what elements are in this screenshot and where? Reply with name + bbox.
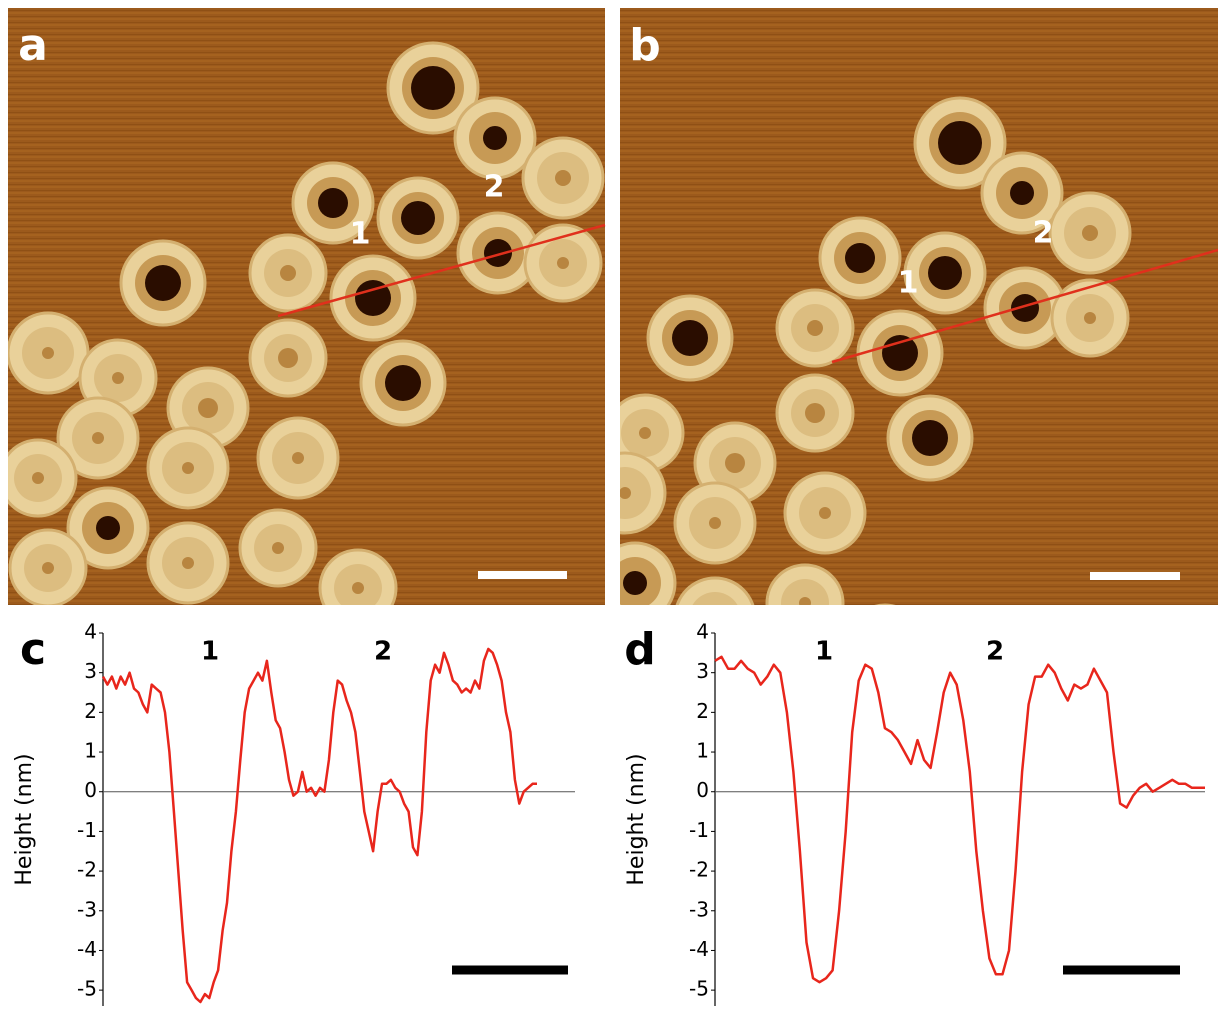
profile-annotation: 1 xyxy=(815,637,833,667)
ring xyxy=(874,603,896,605)
ring-hole xyxy=(92,432,104,444)
profile-annotation: 2 xyxy=(986,637,1004,667)
ring-hole xyxy=(623,571,647,595)
ring-hole xyxy=(411,66,455,110)
y-tick-label: -2 xyxy=(77,858,97,882)
y-tick-label: -2 xyxy=(689,858,709,882)
profile-line xyxy=(101,647,537,1004)
panel-label: d xyxy=(624,624,656,675)
ring-hole xyxy=(805,403,825,423)
y-tick-label: 0 xyxy=(84,778,97,802)
y-tick-label: -3 xyxy=(689,897,709,921)
ring-hole xyxy=(1082,225,1098,241)
image-annotation: 2 xyxy=(1033,216,1054,251)
y-tick-label: -5 xyxy=(689,977,709,1001)
ring-hole xyxy=(879,637,891,649)
y-tick-label: 4 xyxy=(696,620,709,644)
ring-hole xyxy=(569,617,581,629)
ring-hole xyxy=(807,320,823,336)
ring-hole xyxy=(709,517,721,529)
ring-hole xyxy=(198,398,218,418)
overlays: a b 1 2 1 2 xyxy=(18,20,1218,975)
y-tick-label: 3 xyxy=(696,659,709,683)
panel-label: c xyxy=(20,624,46,675)
ring-hole xyxy=(32,472,44,484)
ring-hole xyxy=(620,487,631,499)
ring-hole xyxy=(709,612,721,624)
ring-hole xyxy=(145,265,181,301)
profile-chart: d 1 2 Height (nm) -5 -4 -3 -2 -1 0 1 2 3 4 xyxy=(624,620,1205,1006)
ring-hole xyxy=(938,121,982,165)
ring-hole xyxy=(1011,294,1039,322)
ring-hole xyxy=(845,243,875,273)
ring-hole xyxy=(1010,181,1034,205)
y-tick-label: 2 xyxy=(84,699,97,723)
y-tick-label: 4 xyxy=(84,620,97,644)
y-axis-label: Height (nm) xyxy=(12,753,37,885)
ring-hole xyxy=(352,582,364,594)
y-tick-label: -3 xyxy=(77,897,97,921)
ring-hole xyxy=(639,427,651,439)
ring-hole xyxy=(672,320,708,356)
ring-hole xyxy=(96,516,120,540)
ring-hole xyxy=(819,507,831,519)
profile-line xyxy=(831,248,1218,364)
ring-hole xyxy=(483,126,507,150)
ring-hole xyxy=(182,557,194,569)
ring-hole xyxy=(182,462,194,474)
ring-hole xyxy=(292,452,304,464)
ring-core xyxy=(551,599,599,647)
ring-core xyxy=(620,467,651,519)
ring-core xyxy=(861,619,909,667)
profile-annotation: 1 xyxy=(201,637,219,667)
ring-hole xyxy=(272,542,284,554)
y-tick-label: 1 xyxy=(84,739,97,763)
ring-core xyxy=(781,579,829,605)
image-annotation: 1 xyxy=(350,217,371,252)
y-tick-label: -4 xyxy=(77,937,97,961)
ring-hole xyxy=(385,365,421,401)
ring-hole xyxy=(1084,312,1096,324)
y-tick-label: 1 xyxy=(696,739,709,763)
image-annotation: 1 xyxy=(898,266,919,301)
ring-hole xyxy=(799,597,811,605)
y-tick-label: -1 xyxy=(77,818,97,842)
profile-line xyxy=(714,655,1205,984)
y-tick-label: 0 xyxy=(696,778,709,802)
afm-image-a xyxy=(8,8,605,605)
ring-hole xyxy=(557,257,569,269)
y-tick-label: -1 xyxy=(689,818,709,842)
ring-hole xyxy=(42,347,54,359)
ring-hole xyxy=(555,170,571,186)
ring-hole xyxy=(112,372,124,384)
panel-label: b xyxy=(629,20,661,71)
ring-core xyxy=(692,592,738,605)
ring-hole xyxy=(280,265,296,281)
panel-label: a xyxy=(18,20,48,71)
ring-hole xyxy=(401,201,435,235)
ring-hole xyxy=(42,562,54,574)
ring xyxy=(675,576,755,605)
ring-hole xyxy=(278,348,298,368)
y-tick-label: -4 xyxy=(689,937,709,961)
ring-hole xyxy=(882,335,918,371)
profile-annotation: 2 xyxy=(374,637,392,667)
image-annotation: 2 xyxy=(484,170,505,205)
y-tick-label: 2 xyxy=(696,699,709,723)
ring-hole xyxy=(912,420,948,456)
ring-hole xyxy=(484,239,512,267)
ring-hole xyxy=(725,453,745,473)
y-axis-label: Height (nm) xyxy=(624,753,649,885)
afm-image-b xyxy=(551,8,1218,667)
ring-hole xyxy=(928,256,962,290)
ring-hole xyxy=(355,280,391,316)
ring-hole xyxy=(318,188,348,218)
y-tick-label: 3 xyxy=(84,659,97,683)
y-tick-label: -5 xyxy=(77,977,97,1001)
profile-line xyxy=(277,223,606,318)
profile-chart: c 1 2 Height (nm) -5 -4 -3 -2 -1 0 1 2 3 4 xyxy=(12,620,575,1006)
